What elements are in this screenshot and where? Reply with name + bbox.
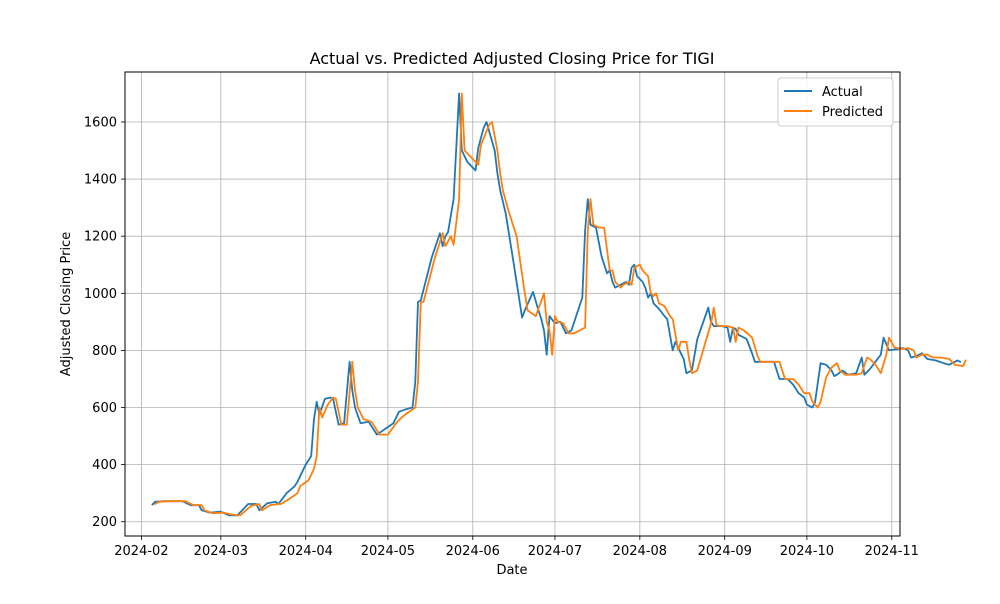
y-tick-label: 1600 [84, 115, 117, 130]
x-tick-label: 2024-11 [865, 544, 919, 559]
x-axis: 2024-02 2024-03 2024-04 2024-05 2024-06 2024-… [114, 536, 919, 559]
y-axis: 200 400 600 800 1000 1200 1400 1600 [84, 115, 125, 530]
series-layer [151, 92, 967, 517]
legend-label-actual: Actual [822, 85, 863, 100]
series-line-predicted [154, 92, 967, 517]
x-tick-label: 2024-05 [361, 544, 415, 559]
y-tick-label: 400 [92, 458, 117, 473]
grid-lines [125, 72, 900, 536]
y-tick-label: 800 [92, 344, 117, 359]
x-tick-label: 2024-10 [780, 544, 834, 559]
chart-title: Actual vs. Predicted Adjusted Closing Pr… [310, 49, 715, 68]
y-tick-label: 1000 [84, 287, 117, 302]
x-tick-label: 2024-09 [698, 544, 752, 559]
y-axis-label: Adjusted Closing Price [59, 232, 74, 376]
legend: Actual Predicted [777, 77, 894, 127]
y-tick-label: 1200 [84, 230, 117, 245]
x-tick-label: 2024-06 [446, 544, 500, 559]
y-tick-label: 600 [92, 401, 117, 416]
y-tick-label: 200 [92, 515, 117, 530]
x-axis-label: Date [496, 563, 527, 578]
y-tick-label: 1400 [84, 173, 117, 188]
x-tick-label: 2024-03 [194, 544, 248, 559]
x-tick-label: 2024-02 [114, 544, 168, 559]
x-tick-label: 2024-08 [613, 544, 667, 559]
legend-label-predicted: Predicted [822, 105, 883, 120]
x-tick-label: 2024-04 [279, 544, 333, 559]
x-tick-label: 2024-07 [528, 544, 582, 559]
plot-frame [124, 71, 901, 537]
